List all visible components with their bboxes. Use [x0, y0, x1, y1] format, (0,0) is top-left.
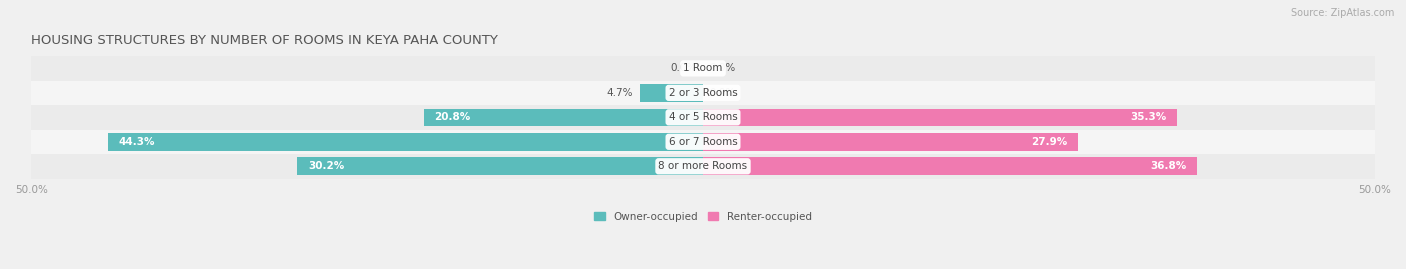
Text: 2 or 3 Rooms: 2 or 3 Rooms — [669, 88, 737, 98]
Bar — [31, 130, 1375, 154]
Text: 27.9%: 27.9% — [1031, 137, 1067, 147]
Text: HOUSING STRUCTURES BY NUMBER OF ROOMS IN KEYA PAHA COUNTY: HOUSING STRUCTURES BY NUMBER OF ROOMS IN… — [31, 34, 498, 47]
Text: 0.0%: 0.0% — [710, 63, 735, 73]
Text: 0.0%: 0.0% — [710, 88, 735, 98]
Bar — [31, 154, 1375, 179]
Text: 36.8%: 36.8% — [1150, 161, 1187, 171]
Text: 44.3%: 44.3% — [118, 137, 155, 147]
Bar — [31, 81, 1375, 105]
Text: 4.7%: 4.7% — [606, 88, 633, 98]
Bar — [703, 133, 1078, 151]
Text: 20.8%: 20.8% — [434, 112, 471, 122]
Text: 4 or 5 Rooms: 4 or 5 Rooms — [669, 112, 737, 122]
Bar — [31, 56, 1375, 81]
Text: 30.2%: 30.2% — [308, 161, 344, 171]
Bar — [298, 157, 703, 175]
Bar — [703, 108, 1177, 126]
Bar — [640, 84, 703, 102]
Text: Source: ZipAtlas.com: Source: ZipAtlas.com — [1291, 8, 1395, 18]
Bar — [423, 108, 703, 126]
Bar — [31, 105, 1375, 130]
Text: 6 or 7 Rooms: 6 or 7 Rooms — [669, 137, 737, 147]
Bar — [108, 133, 703, 151]
Bar — [703, 157, 1198, 175]
Text: 35.3%: 35.3% — [1130, 112, 1167, 122]
Text: 0.0%: 0.0% — [671, 63, 696, 73]
Text: 1 Room: 1 Room — [683, 63, 723, 73]
Legend: Owner-occupied, Renter-occupied: Owner-occupied, Renter-occupied — [591, 207, 815, 226]
Text: 8 or more Rooms: 8 or more Rooms — [658, 161, 748, 171]
